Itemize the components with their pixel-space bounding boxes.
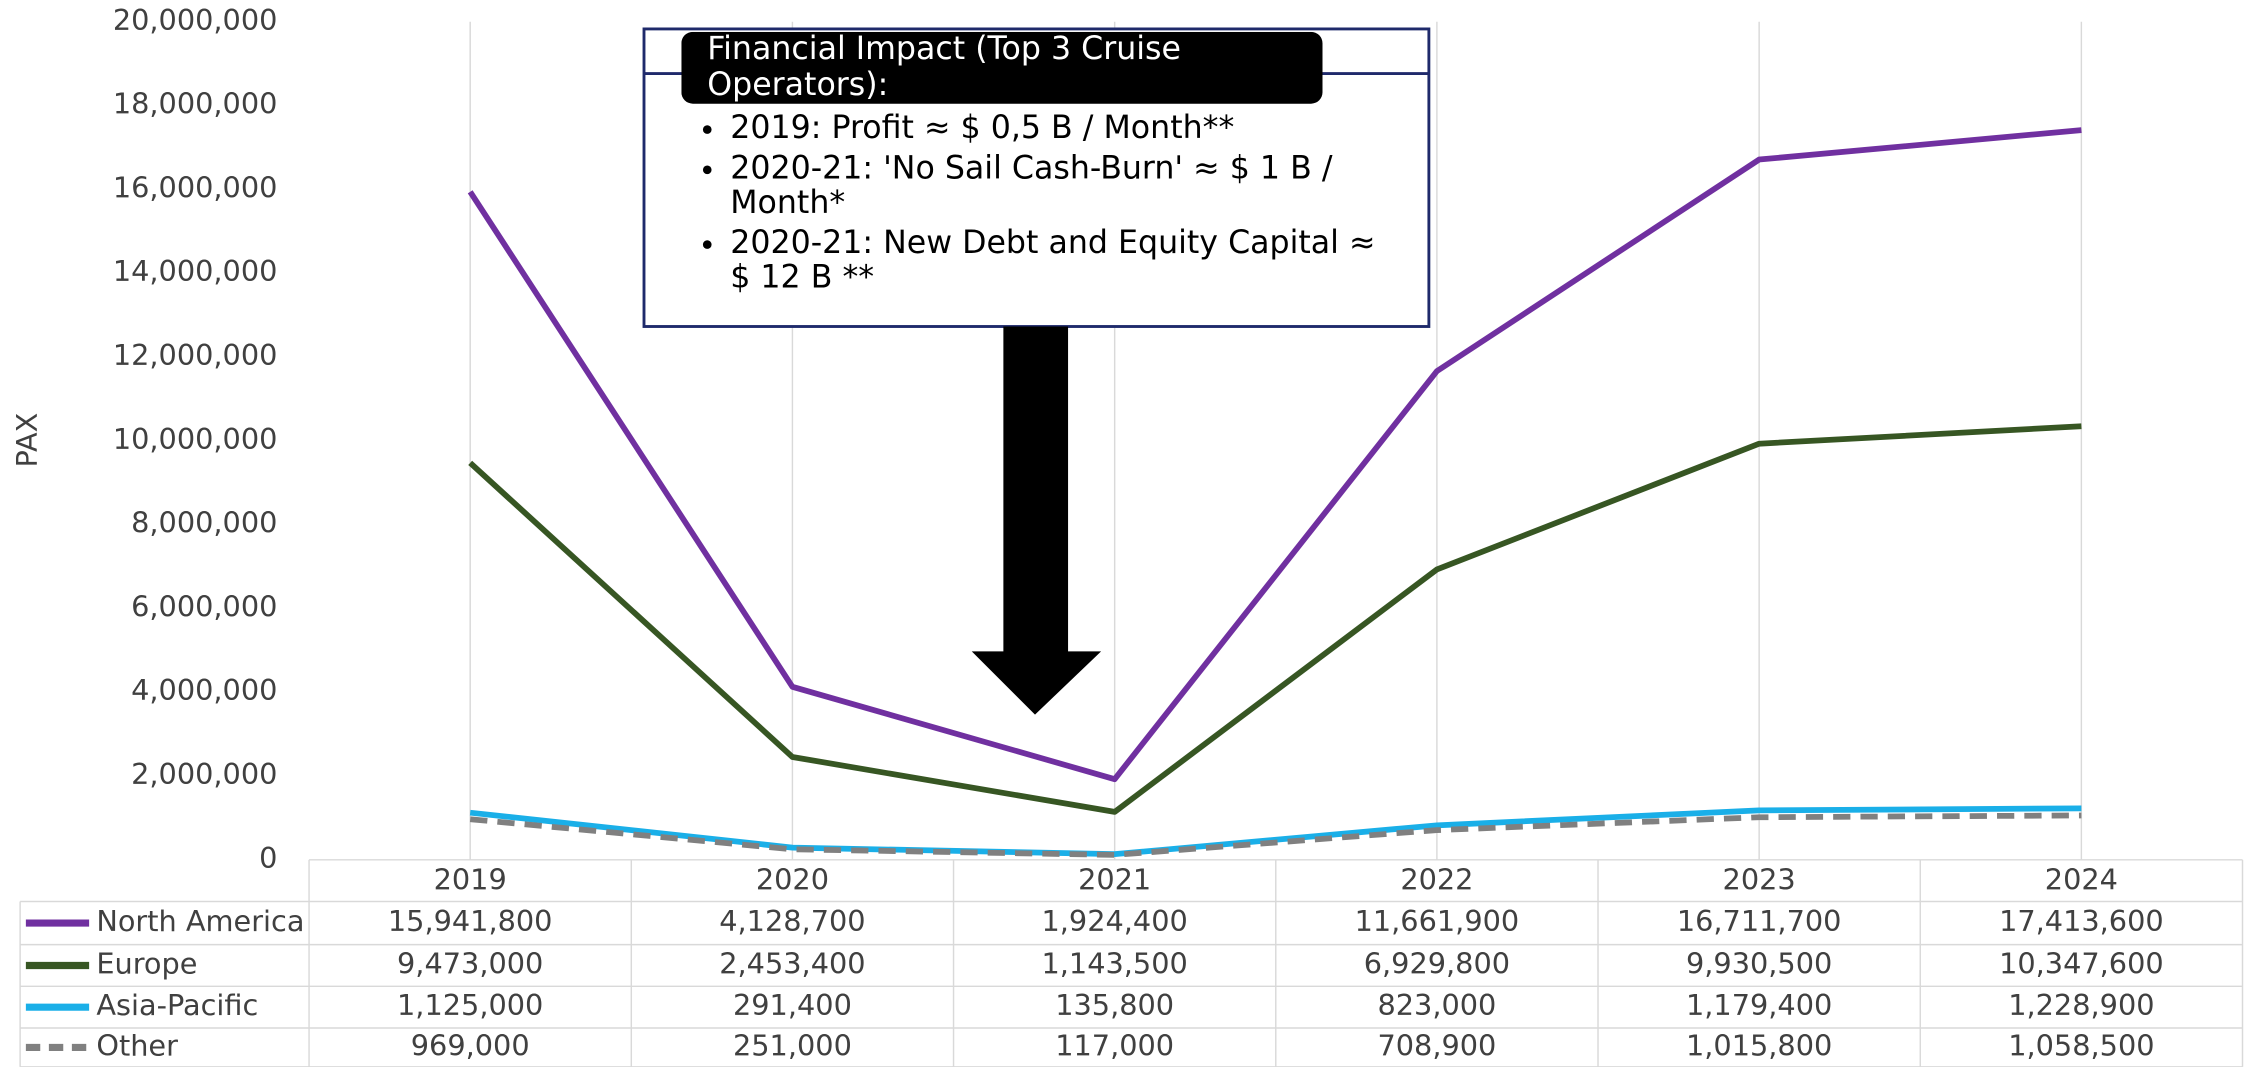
y-tick-label: 14,000,000 [113, 254, 278, 288]
table-value: 1,179,400 [1686, 988, 1832, 1022]
annotation-title: Financial Impact (Top 3 Cruise Operators… [681, 31, 1323, 104]
legend-label: Asia-Pacific [96, 988, 258, 1022]
x-tick-label: 2024 [2045, 862, 2118, 896]
annotation-bullet: 2020-21: 'No Sail Cash-Burn' ≈ $ 1 B / M… [730, 152, 1400, 222]
table-value: 4,128,700 [719, 904, 865, 938]
legend-label: North America [96, 904, 304, 938]
table-value: 9,930,500 [1686, 946, 1832, 980]
table-value: 708,900 [1377, 1028, 1496, 1062]
y-tick-label: 4,000,000 [131, 673, 277, 707]
table-value: 1,228,900 [2008, 988, 2154, 1022]
y-tick-label: 0 [259, 841, 277, 875]
annotation: Financial Impact (Top 3 Cruise Operators… [681, 32, 1400, 327]
table-value: 117,000 [1055, 1028, 1174, 1062]
table-value: 1,143,500 [1041, 946, 1187, 980]
y-tick-label: 16,000,000 [113, 170, 278, 204]
legend-label: Europe [96, 946, 197, 980]
table-value: 969,000 [411, 1028, 530, 1062]
table-value: 1,015,800 [1686, 1028, 1832, 1062]
x-tick-label: 2019 [434, 862, 507, 896]
table-value: 17,413,600 [1999, 904, 2164, 938]
table-value: 15,941,800 [388, 904, 553, 938]
table-value: 1,058,500 [2008, 1028, 2154, 1062]
x-tick-label: 2021 [1078, 862, 1151, 896]
table-value: 11,661,900 [1355, 904, 1520, 938]
series-line [469, 812, 2082, 858]
table-value: 9,473,000 [397, 946, 543, 980]
table-value: 823,000 [1377, 988, 1496, 1022]
table-value: 135,800 [1055, 988, 1174, 1022]
series-line [468, 423, 2082, 815]
table-value: 1,924,400 [1041, 904, 1187, 938]
annotation-bullet: 2019: Profit ≈ $ 0,5 B / Month** [730, 112, 1400, 147]
legend-label: Other [96, 1028, 178, 1062]
table-value: 6,929,800 [1364, 946, 1510, 980]
table-value: 291,400 [733, 988, 852, 1022]
table-value: 251,000 [733, 1028, 852, 1062]
x-tick-label: 2020 [756, 862, 829, 896]
y-tick-label: 10,000,000 [113, 422, 278, 456]
table-value: 1,125,000 [397, 988, 543, 1022]
table-value: 10,347,600 [1999, 946, 2164, 980]
y-tick-label: 6,000,000 [131, 589, 277, 623]
y-tick-label: 20,000,000 [113, 3, 278, 37]
table-value: 16,711,700 [1677, 904, 1842, 938]
y-tick-label: 2,000,000 [131, 757, 277, 791]
y-tick-label: 12,000,000 [113, 338, 278, 372]
x-tick-label: 2022 [1400, 862, 1473, 896]
y-tick-label: 18,000,000 [113, 87, 278, 121]
y-tick-label: 8,000,000 [131, 506, 277, 540]
table-value: 2,453,400 [719, 946, 865, 980]
y-axis-label: PAX [10, 413, 44, 468]
x-tick-label: 2023 [1723, 862, 1796, 896]
annotation-bullet: 2020-21: New Debt and Equity Capital ≈ $… [730, 227, 1400, 296]
series-line [467, 127, 2082, 783]
annotation-arrow [971, 326, 1102, 715]
